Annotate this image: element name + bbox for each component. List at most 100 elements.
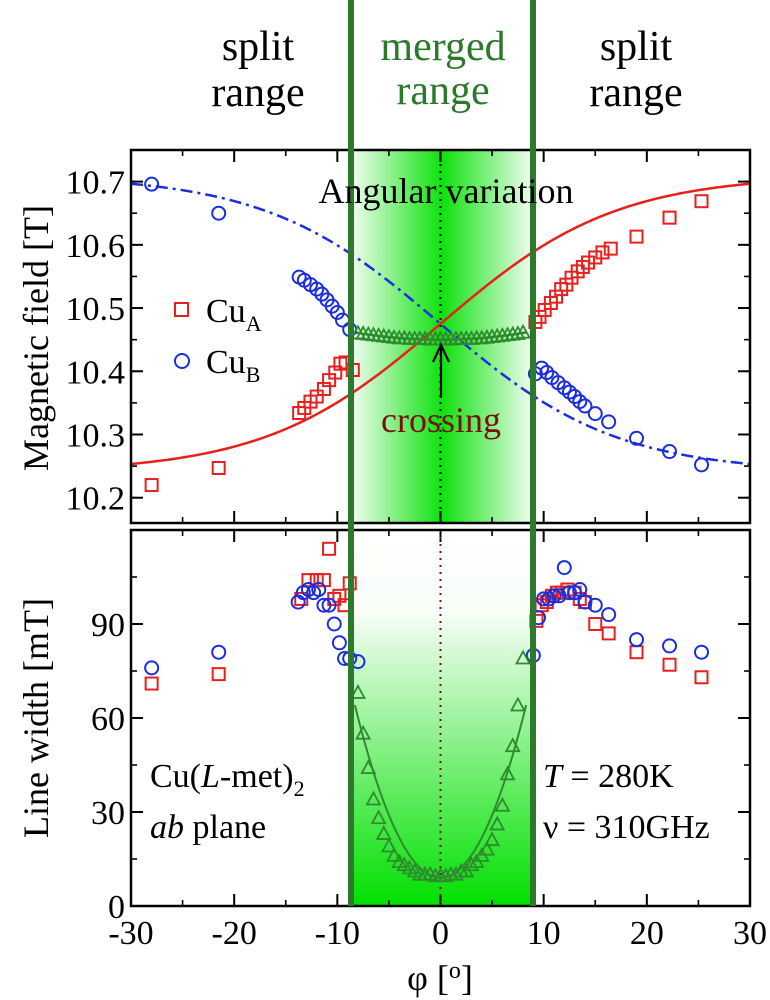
bottom-cub-point — [601, 607, 617, 623]
bottom-merged-point — [349, 684, 366, 699]
x-tick-label: 20 — [630, 915, 664, 952]
y-tick-label: 10.7 — [66, 165, 126, 202]
bottom-merged-point — [447, 865, 464, 881]
y-tick-label: 30 — [91, 795, 125, 832]
bottom-merged-point — [484, 831, 501, 847]
bottom-panel-plot — [144, 530, 710, 906]
top-cua-point — [211, 460, 226, 475]
top-cub-point — [567, 389, 583, 405]
legend-cua-marker — [174, 302, 189, 317]
crossing-label: crossing — [381, 400, 501, 440]
frequency-label: ν = 310GHz — [543, 809, 710, 846]
bottom-cub-point — [629, 632, 645, 648]
top-panel-plot — [131, 150, 750, 523]
bottom-cub-point — [536, 591, 552, 607]
top-cua-point — [662, 210, 677, 225]
bottom-cub-point — [556, 560, 572, 576]
bottom-cub-point — [577, 594, 593, 610]
bottom-merged-point — [463, 856, 480, 872]
bottom-merged-point — [437, 867, 454, 883]
bottom-ylabel: Line width [mT] — [16, 598, 56, 838]
top-cua-point — [694, 194, 709, 209]
y-tick-label: 10.4 — [66, 354, 126, 391]
merged-range-line1: merged — [380, 24, 505, 70]
split-range-left-line2: range — [211, 70, 304, 116]
x-axis-title: φ [o] — [407, 958, 473, 998]
bottom-cub-point — [551, 588, 567, 604]
top-cub-point — [577, 398, 593, 414]
top-panel-frame — [129, 148, 752, 525]
y-tick-label: 10.6 — [66, 228, 126, 265]
merged-range-line2: range — [396, 68, 489, 114]
bottom-cua-point — [301, 573, 316, 588]
crossing-annotation: crossing — [381, 342, 501, 440]
top-cub-point — [662, 444, 678, 460]
x-tick-label: -30 — [108, 915, 153, 952]
top-cub-point — [309, 281, 325, 297]
top-panel-ticks: 10.2 10.3 10.4 10.5 10.6 10.7 — [66, 150, 751, 523]
bottom-cub-point — [326, 616, 342, 632]
bottom-cua-point — [601, 626, 616, 641]
top-merged-point — [515, 323, 532, 339]
split-range-left-line1: split — [222, 24, 295, 70]
bottom-merged-point — [515, 649, 532, 665]
plane-label: ab plane — [150, 809, 266, 846]
bottom-cub-point — [316, 597, 332, 613]
top-cua-point — [144, 478, 159, 493]
bottom-merged-point — [499, 765, 516, 781]
y-tick-label: 90 — [91, 607, 125, 644]
top-cua-point — [595, 245, 610, 260]
bottom-panel-frame — [129, 528, 752, 908]
bottom-cub-point — [311, 582, 327, 598]
bottom-merged-point — [375, 825, 392, 840]
top-cua-point — [603, 241, 618, 256]
bottom-cua-point — [322, 541, 337, 556]
y-tick-label: 60 — [91, 701, 125, 738]
legend-cub-marker — [174, 353, 190, 369]
cua-fit-curve — [131, 182, 750, 466]
bottom-merged-point — [370, 809, 387, 825]
bottom-merged-point — [489, 815, 506, 831]
bottom-cua-point — [629, 645, 644, 660]
y-tick-label: 10.2 — [66, 481, 126, 518]
top-title: Angular variation — [319, 171, 574, 211]
y-tick-label: 10.5 — [66, 291, 126, 328]
merged-shade-bottom — [352, 530, 532, 906]
bottom-cub-point — [561, 585, 577, 601]
top-cub-point — [629, 430, 645, 446]
top-cub-point — [211, 205, 227, 221]
top-cua-point — [629, 229, 644, 244]
bottom-cua-point — [694, 670, 709, 685]
bottom-cub-point — [321, 597, 337, 613]
top-ylabel: Magnetic field [T] — [16, 205, 56, 471]
x-tick-label: 30 — [733, 915, 767, 952]
sample-annotation: Cu(L-met)2 ab plane — [150, 758, 305, 846]
compound-label: Cu(L-met)2 — [150, 758, 305, 801]
conditions-annotation: T = 280K ν = 310GHz — [543, 758, 710, 846]
y-tick-label: 0 — [108, 889, 125, 926]
bottom-cub-point — [694, 644, 710, 660]
top-merged-point — [509, 325, 526, 340]
top-legend: CuA CuB — [174, 293, 262, 387]
bottom-merged-point — [386, 846, 403, 862]
y-tick-label: 10.3 — [66, 417, 126, 454]
bottom-cua-point — [588, 617, 603, 631]
bottom-merged-point — [494, 796, 511, 812]
top-cub-point — [601, 414, 617, 430]
range-labels: split range merged range split range — [211, 24, 682, 116]
x-axis-title-text: φ [o] — [407, 958, 473, 998]
split-range-right-line2: range — [589, 70, 682, 116]
temperature-label: T = 280K — [543, 758, 674, 795]
bottom-merged-point — [478, 840, 495, 856]
bottom-cua-point — [211, 667, 226, 682]
bottom-merged-point — [504, 737, 521, 753]
bottom-cub-point — [144, 660, 160, 676]
bottom-panel-ticks: 0 30 60 90 -30 -20 -10 0 10 20 30 — [91, 529, 767, 952]
legend-cub-label: CuB — [206, 344, 260, 387]
bottom-cub-point — [587, 597, 603, 613]
legend-cua-label: CuA — [206, 293, 262, 336]
top-cub-point — [587, 406, 603, 422]
x-tick-label: 10 — [527, 915, 561, 952]
x-tick-label: -20 — [212, 915, 257, 952]
